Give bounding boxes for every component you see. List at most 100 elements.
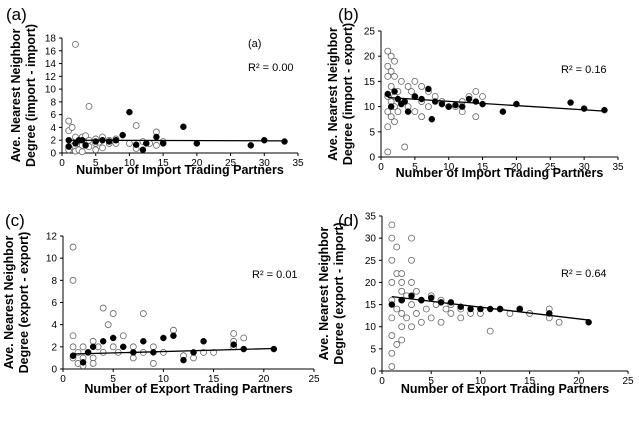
filled-data-point xyxy=(408,292,415,299)
scatter-panel-3: (c) 0 5 10 15 20 25 0 2 4 6 8 10 12 Number of Export T… xyxy=(2,211,320,396)
filled-data-point xyxy=(438,100,446,108)
open-data-point xyxy=(109,343,117,351)
open-data-point xyxy=(398,287,406,295)
filled-data-point xyxy=(170,332,177,339)
y-tick-label: 0 xyxy=(50,149,56,160)
open-data-point xyxy=(92,146,100,154)
open-data-point xyxy=(89,360,97,367)
open-data-point xyxy=(129,354,137,362)
filled-data-point xyxy=(65,143,72,150)
open-data-point xyxy=(126,140,133,147)
filled-data-point xyxy=(445,103,452,110)
filled-data-point xyxy=(467,305,474,313)
open-data-point xyxy=(159,348,167,356)
x-tick-label: 10 xyxy=(475,376,487,387)
open-data-point xyxy=(68,124,76,131)
filled-data-point xyxy=(388,301,396,308)
open-data-point xyxy=(384,62,392,70)
open-data-point xyxy=(384,108,392,116)
open-data-point xyxy=(388,234,396,242)
open-data-point xyxy=(398,270,406,277)
open-data-point xyxy=(132,122,140,129)
filled-data-point xyxy=(180,123,187,131)
y-axis-label-line2: Degree (export - export) xyxy=(17,232,31,374)
open-data-point xyxy=(457,314,465,322)
inner-panel-label: (a) xyxy=(248,38,261,50)
filled-data-point xyxy=(401,98,408,105)
y-tick-label: 10 xyxy=(45,85,57,96)
open-data-point xyxy=(82,132,89,140)
x-tick-label: 5 xyxy=(412,162,418,173)
open-data-point xyxy=(384,72,392,80)
y-axis-label-line2: Degree (import - export) xyxy=(341,23,355,165)
r-squared-annotation: R² = 0.00 xyxy=(248,62,294,74)
panel-letter: (a) xyxy=(6,5,27,24)
open-data-point xyxy=(65,117,73,125)
y-tick-label: 18 xyxy=(45,34,57,45)
filled-data-point xyxy=(119,343,127,351)
filled-data-point xyxy=(567,99,574,106)
open-data-point xyxy=(427,314,435,322)
y-tick-label: 15 xyxy=(364,77,376,88)
y-tick-label: 25 xyxy=(364,27,376,38)
open-data-point xyxy=(408,234,415,242)
open-data-point xyxy=(387,83,395,90)
open-data-point xyxy=(104,321,112,329)
x-tick-label: 5 xyxy=(428,376,434,387)
open-data-point xyxy=(387,113,395,121)
filled-data-point xyxy=(452,101,459,109)
y-axis-label-line1: Ave. Nearest Neighbor xyxy=(326,27,340,161)
filled-data-point xyxy=(431,98,439,105)
filled-data-point xyxy=(160,334,167,342)
x-tick-label: 15 xyxy=(158,158,170,169)
filled-data-point xyxy=(580,105,588,112)
open-data-point xyxy=(384,123,392,131)
y-tick-label: 20 xyxy=(364,52,376,63)
y-tick-label: 8 xyxy=(50,97,56,108)
filled-data-point xyxy=(499,108,507,115)
y-tick-label: 6 xyxy=(51,298,57,309)
y-axis-label-line2: Degree (export - import) xyxy=(332,222,346,364)
y-tick-label: 5 xyxy=(370,344,376,355)
open-data-point xyxy=(210,348,218,356)
open-data-point xyxy=(418,83,426,90)
x-tick-label: 0 xyxy=(379,376,385,387)
filled-data-point xyxy=(384,90,392,98)
open-data-point xyxy=(139,310,147,317)
open-data-point xyxy=(391,118,398,126)
filled-data-point xyxy=(89,343,97,351)
y-axis-label-line1: Ave. Nearest Neighbor xyxy=(317,227,331,361)
open-data-point xyxy=(149,360,157,367)
x-tick-label: 25 xyxy=(225,158,237,169)
open-data-point xyxy=(479,93,486,100)
open-data-point xyxy=(437,318,445,326)
open-data-point xyxy=(408,88,415,95)
open-data-point xyxy=(230,330,238,337)
y-tick-label: 0 xyxy=(51,365,57,376)
open-data-point xyxy=(398,336,406,344)
y-tick-label: 25 xyxy=(365,256,377,267)
scatter-panel-4: (d) 0 5 10 15 20 25 0 5 10 15 20 25 30 35 Number of Exp… xyxy=(317,211,634,396)
open-data-point xyxy=(89,354,97,362)
open-data-point xyxy=(72,40,79,48)
x-tick-label: 10 xyxy=(124,158,136,169)
open-data-point xyxy=(388,349,396,357)
y-tick-label: 5 xyxy=(369,127,375,138)
x-tick-label: 15 xyxy=(477,162,489,173)
open-data-point xyxy=(411,108,419,116)
open-data-point xyxy=(149,343,157,351)
open-data-point xyxy=(99,144,106,152)
trend-line xyxy=(391,295,589,321)
open-data-point xyxy=(394,108,402,116)
y-axis-label-line1: Ave. Nearest Neighbor xyxy=(2,236,16,370)
open-data-point xyxy=(393,305,401,313)
y-tick-label: 15 xyxy=(365,300,377,311)
filled-data-point xyxy=(425,85,432,93)
x-axis-label: Number of Import Trading Partners xyxy=(76,163,284,177)
y-tick-label: 10 xyxy=(364,102,376,113)
open-data-point xyxy=(119,332,127,340)
open-data-point xyxy=(69,276,77,284)
x-tick-label: 10 xyxy=(158,374,170,385)
